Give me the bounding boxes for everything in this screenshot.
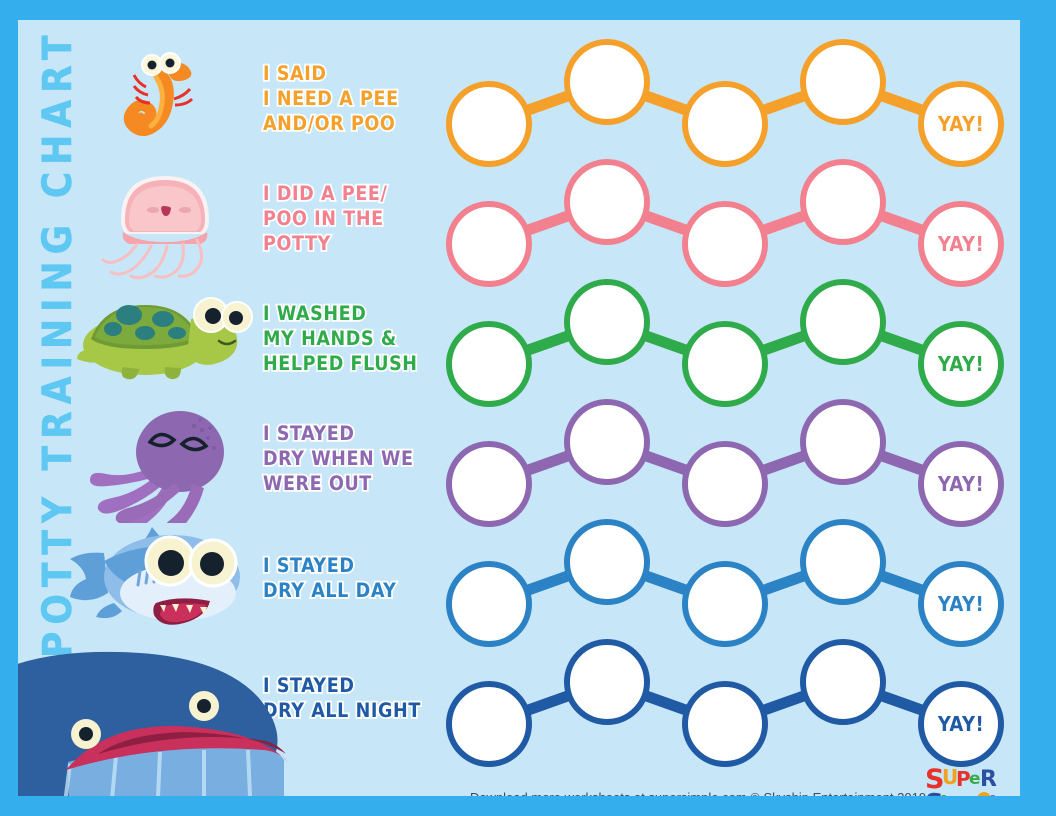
- row-label-line: POTTY: [261, 230, 332, 257]
- row-label-said-i-need-a-pee: I SAID I NEED A PEE AND/OR POO: [261, 60, 443, 137]
- chart-row-stayed-dry-all-day: I STAYED DRY ALL DAY YAY!: [58, 518, 1020, 647]
- svg-text:e: e: [996, 793, 1011, 796]
- yay-label: YAY!: [937, 232, 985, 256]
- chart-row-washed-hands-helped-flush: I WASHED MY HANDS & HELPED FLUSH YAY!: [58, 278, 1020, 407]
- reward-circle-yay[interactable]: YAY!: [918, 561, 1004, 647]
- sticker-circle[interactable]: [800, 159, 886, 245]
- sticker-circle[interactable]: [682, 81, 768, 167]
- seahorse-icon: [68, 38, 258, 158]
- reward-circle-yay[interactable]: YAY!: [918, 441, 1004, 527]
- sticker-cells: YAY!: [443, 616, 1020, 781]
- yay-label: YAY!: [937, 112, 985, 136]
- svg-text:R: R: [980, 767, 997, 792]
- sticker-circle[interactable]: [446, 441, 532, 527]
- whale-illustration: [18, 642, 338, 796]
- worksheet-canvas: POTTY TRAINING CHART I SAID I NEED A PEE A…: [18, 20, 1020, 796]
- reward-circle-yay[interactable]: YAY!: [918, 201, 1004, 287]
- sticker-circle[interactable]: [446, 561, 532, 647]
- sticker-circle[interactable]: [800, 639, 886, 725]
- sticker-circle[interactable]: [800, 39, 886, 125]
- chart-row-said-i-need-a-pee: I SAID I NEED A PEE AND/OR POO YAY!: [58, 38, 1020, 167]
- row-label-line: I STAYED: [261, 420, 355, 447]
- reward-circle-yay[interactable]: YAY!: [918, 681, 1004, 767]
- sticker-circle[interactable]: [800, 279, 886, 365]
- sticker-cells: YAY!: [443, 256, 1020, 421]
- row-label-line: I WASHED: [261, 300, 367, 327]
- row-label-line: AND/OR POO: [261, 110, 396, 137]
- footer-credit: Download more worksheets at supersimple.…: [438, 790, 958, 796]
- row-label-line: HELPED FLUSH: [261, 350, 418, 377]
- row-label-line: DRY WHEN WE: [261, 445, 414, 472]
- sticker-circle[interactable]: [682, 321, 768, 407]
- sticker-circle[interactable]: [564, 159, 650, 245]
- yay-label: YAY!: [937, 592, 985, 616]
- svg-text:P: P: [956, 767, 971, 791]
- sticker-chain: YAY!: [443, 496, 1020, 661]
- row-label-line: I SAID: [261, 60, 327, 87]
- row-label-line: WERE OUT: [261, 470, 373, 497]
- sticker-circle[interactable]: [800, 519, 886, 605]
- row-label-line: DRY ALL DAY: [261, 577, 397, 604]
- svg-text:U: U: [942, 765, 958, 789]
- sticker-circle[interactable]: [682, 681, 768, 767]
- yay-label: YAY!: [937, 472, 985, 496]
- chart-row-did-a-pee-poo-in-potty: I DID A PEE/POO IN THE POTTY YAY!: [58, 158, 1020, 287]
- row-label-stayed-dry-all-night: I STAYED DRY ALL NIGHT: [261, 672, 443, 724]
- sticker-circle[interactable]: [682, 201, 768, 287]
- supersimple-logo[interactable]: S U P e R S i m p l e: [923, 762, 1020, 796]
- jellyfish-icon: [68, 158, 258, 280]
- row-label-line: DRY ALL NIGHT: [261, 697, 422, 724]
- reward-circle-yay[interactable]: YAY!: [918, 321, 1004, 407]
- row-label-stayed-dry-all-day: I STAYED DRY ALL DAY: [261, 552, 443, 604]
- sticker-circle[interactable]: [564, 399, 650, 485]
- sticker-chain: YAY!: [443, 616, 1020, 781]
- svg-text:l: l: [989, 793, 997, 796]
- chart-row-stayed-dry-all-night: I STAYED DRY ALL NIGHT YAY!: [58, 638, 1020, 767]
- svg-text:p: p: [964, 793, 980, 796]
- turtle-icon: [68, 278, 258, 398]
- sticker-circle[interactable]: [446, 321, 532, 407]
- reward-circle-yay[interactable]: YAY!: [918, 81, 1004, 167]
- sticker-circle[interactable]: [446, 201, 532, 287]
- svg-text:i: i: [940, 793, 948, 796]
- sticker-chain: YAY!: [443, 376, 1020, 541]
- row-label-line: I STAYED: [261, 552, 355, 579]
- sticker-chain: YAY!: [443, 256, 1020, 421]
- svg-text:m: m: [947, 793, 970, 796]
- sticker-circle[interactable]: [800, 399, 886, 485]
- sticker-circle[interactable]: [564, 279, 650, 365]
- chart-row-stayed-dry-when-out: I STAYED DRY WHEN WE WERE OUT YAY!: [58, 398, 1020, 527]
- sticker-chain: YAY!: [443, 20, 1020, 181]
- svg-text:S: S: [925, 789, 944, 796]
- row-label-line: I STAYED: [261, 672, 355, 699]
- row-label-line: POO IN THE: [261, 205, 385, 232]
- sticker-circle[interactable]: [564, 519, 650, 605]
- sticker-cells: YAY!: [443, 20, 1020, 181]
- sticker-cells: YAY!: [443, 376, 1020, 541]
- svg-text:S: S: [925, 764, 944, 795]
- sticker-circle[interactable]: [564, 39, 650, 125]
- row-label-washed-hands-helped-flush: I WASHED MY HANDS & HELPED FLUSH: [261, 300, 443, 377]
- sticker-circle[interactable]: [446, 681, 532, 767]
- row-label-line: I DID A PEE/: [261, 180, 388, 207]
- row-label-stayed-dry-when-out: I STAYED DRY WHEN WE WERE OUT: [261, 420, 443, 497]
- sticker-circle[interactable]: [682, 561, 768, 647]
- svg-text:e: e: [969, 769, 981, 789]
- sticker-cells: YAY!: [443, 496, 1020, 661]
- octopus-icon: [68, 398, 258, 523]
- yay-label: YAY!: [937, 712, 985, 736]
- sticker-circle[interactable]: [682, 441, 768, 527]
- yay-label: YAY!: [937, 352, 985, 376]
- sticker-cells: YAY!: [443, 136, 1020, 301]
- row-label-line: MY HANDS &: [261, 325, 398, 352]
- sticker-circle[interactable]: [564, 639, 650, 725]
- row-label-line: I NEED A PEE: [261, 85, 400, 112]
- shark-icon: [68, 518, 258, 638]
- row-label-did-a-pee-poo-in-potty: I DID A PEE/POO IN THE POTTY: [261, 180, 443, 257]
- sticker-chain: YAY!: [443, 136, 1020, 301]
- sticker-circle[interactable]: [446, 81, 532, 167]
